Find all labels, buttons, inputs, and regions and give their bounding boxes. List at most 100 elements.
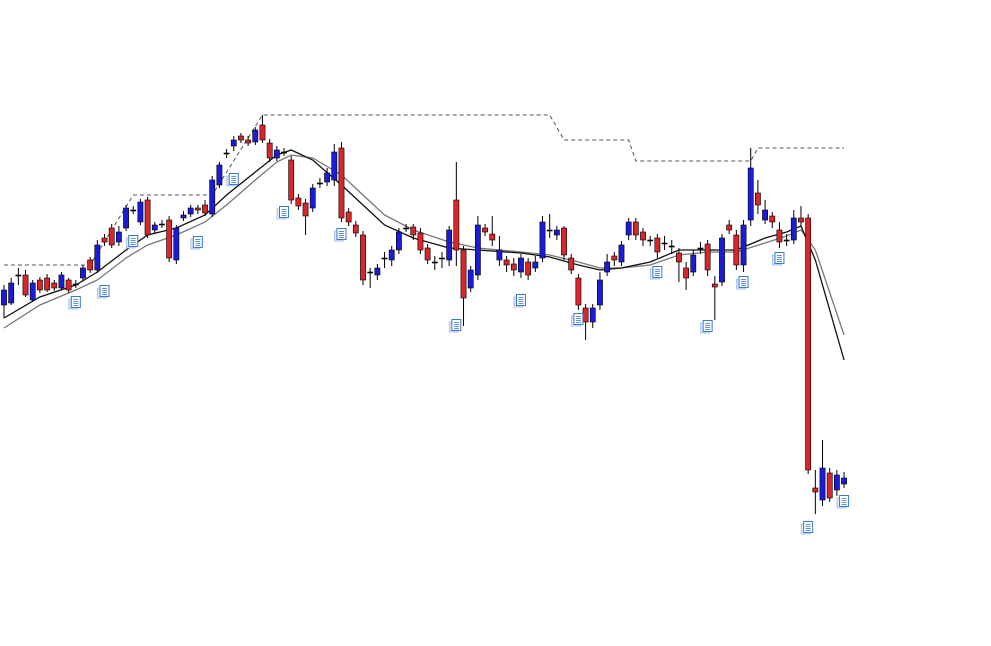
icon-page bbox=[738, 276, 749, 288]
icon-page bbox=[99, 285, 110, 297]
candle-body bbox=[833, 474, 840, 491]
candle bbox=[36, 277, 43, 293]
candle-body bbox=[309, 187, 316, 209]
candle-body bbox=[503, 259, 510, 266]
candle bbox=[324, 168, 330, 186]
candle-body bbox=[726, 224, 733, 231]
candle-body bbox=[410, 226, 417, 236]
candle-body bbox=[273, 149, 280, 159]
candle bbox=[805, 214, 812, 474]
candle-body bbox=[115, 231, 122, 243]
candle-body bbox=[632, 221, 639, 236]
candle-body bbox=[187, 207, 194, 215]
candle-body bbox=[8, 282, 15, 304]
candle bbox=[654, 234, 661, 258]
candle-body bbox=[762, 209, 768, 221]
candle bbox=[395, 228, 402, 254]
candle bbox=[8, 278, 15, 305]
candle bbox=[374, 264, 381, 280]
candle-body bbox=[690, 254, 697, 273]
candle-body bbox=[561, 227, 567, 256]
candle bbox=[618, 241, 625, 266]
candle bbox=[647, 236, 654, 246]
event-icon bbox=[649, 266, 663, 280]
candle bbox=[467, 266, 474, 292]
candle bbox=[295, 194, 302, 210]
candle-body bbox=[194, 207, 201, 211]
candle bbox=[676, 248, 682, 282]
candle-body bbox=[388, 249, 395, 261]
candle-body bbox=[589, 307, 596, 323]
candle-body bbox=[381, 257, 388, 260]
candle-body bbox=[180, 214, 187, 219]
candle-body bbox=[58, 274, 65, 289]
event-icon bbox=[334, 228, 347, 242]
candle-body bbox=[482, 227, 488, 233]
candle-body bbox=[144, 199, 151, 236]
candle bbox=[704, 240, 711, 276]
candle-body bbox=[683, 267, 689, 279]
icon-page bbox=[515, 294, 526, 306]
icon-page bbox=[192, 236, 203, 248]
candle bbox=[130, 206, 137, 214]
candle-body bbox=[51, 282, 58, 289]
candle bbox=[252, 127, 259, 145]
candle-body bbox=[510, 263, 517, 271]
candle bbox=[539, 216, 546, 262]
candle bbox=[561, 226, 567, 260]
event-icon bbox=[836, 495, 850, 509]
candle-body bbox=[719, 237, 725, 283]
candle bbox=[115, 226, 122, 246]
candle-body bbox=[769, 215, 776, 223]
candle bbox=[151, 222, 158, 234]
candle-body bbox=[403, 227, 409, 230]
candle bbox=[331, 144, 338, 186]
candle bbox=[194, 205, 201, 214]
icon-page bbox=[573, 313, 584, 325]
candle-body bbox=[661, 242, 668, 245]
candle-body bbox=[776, 229, 783, 243]
candle-body bbox=[72, 283, 79, 286]
candle bbox=[783, 234, 790, 246]
candle bbox=[690, 250, 697, 276]
candle-body bbox=[87, 259, 94, 271]
candle bbox=[661, 236, 668, 250]
candle bbox=[525, 258, 532, 280]
candle bbox=[345, 208, 352, 226]
candle bbox=[367, 268, 374, 288]
candle-body bbox=[697, 247, 704, 250]
candle bbox=[209, 176, 216, 217]
candle bbox=[388, 246, 395, 266]
icon-page bbox=[228, 173, 239, 185]
candle-body bbox=[317, 182, 323, 185]
candle bbox=[302, 199, 309, 235]
candle-body bbox=[518, 257, 524, 273]
candle-body bbox=[711, 283, 718, 288]
candle bbox=[711, 276, 718, 320]
candle-body bbox=[166, 219, 173, 259]
candle bbox=[166, 216, 173, 262]
candle bbox=[510, 258, 517, 276]
candle bbox=[15, 268, 22, 285]
candle-body bbox=[352, 224, 359, 234]
candle bbox=[22, 270, 29, 297]
candle-body bbox=[80, 267, 86, 279]
candle-body bbox=[546, 229, 553, 232]
candle-body bbox=[367, 271, 374, 274]
candle bbox=[173, 225, 180, 264]
candle bbox=[697, 242, 704, 254]
candle-body bbox=[783, 239, 790, 242]
candle bbox=[489, 216, 496, 246]
candle bbox=[611, 252, 618, 266]
candle bbox=[230, 136, 237, 151]
candle bbox=[632, 218, 639, 240]
candle bbox=[798, 206, 804, 226]
candle-body bbox=[654, 237, 661, 253]
candle-body bbox=[331, 151, 338, 181]
candle-body bbox=[740, 224, 747, 266]
candle bbox=[604, 254, 611, 276]
candle-body bbox=[812, 487, 819, 493]
candle-body bbox=[625, 221, 632, 236]
candle-body bbox=[252, 129, 259, 143]
candle bbox=[431, 256, 438, 270]
